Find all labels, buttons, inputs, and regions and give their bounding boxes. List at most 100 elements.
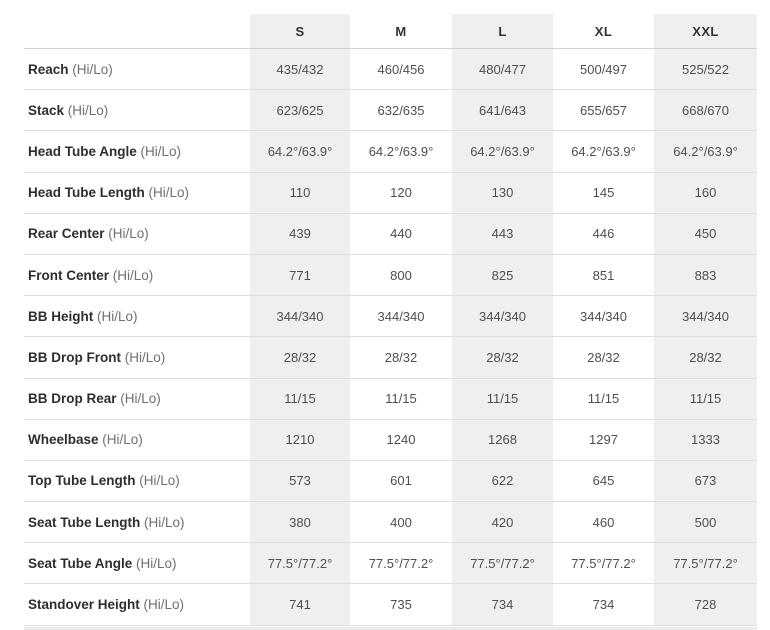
value-cell: 64.2°/63.9°	[350, 130, 452, 173]
value-cell: 130	[452, 172, 553, 214]
table-row: Rear Center (Hi/Lo) 439 440 443 446 450	[24, 213, 757, 255]
row-label: Stack (Hi/Lo)	[24, 89, 250, 132]
value-cell: 420	[452, 501, 553, 544]
value-cell: 771	[250, 254, 350, 297]
row-label-suffix: (Hi/Lo)	[148, 185, 190, 201]
row-label: BB Drop Rear (Hi/Lo)	[24, 378, 250, 420]
column-header-xl: XL	[553, 14, 654, 49]
value-cell: 380	[250, 501, 350, 544]
row-label-suffix: (Hi/Lo)	[112, 267, 154, 283]
value-cell: 800	[350, 254, 452, 297]
table-header-row: S M L XL XXL	[24, 14, 757, 49]
value-cell: 500/497	[553, 48, 654, 91]
value-cell: 622	[452, 460, 553, 503]
table-row: Reach (Hi/Lo) 435/432 460/456 480/477 500/49…	[24, 48, 757, 91]
value-cell: 673	[654, 460, 757, 503]
row-label: Seat Tube Angle (Hi/Lo)	[24, 542, 250, 585]
value-cell: 77.5°/77.2°	[350, 542, 452, 585]
table-body: Reach (Hi/Lo) 435/432 460/456 480/477 500/49…	[24, 48, 757, 626]
value-cell: 623/625	[250, 89, 350, 132]
row-label-suffix: (Hi/Lo)	[108, 226, 149, 242]
row-label: Rear Center (Hi/Lo)	[24, 213, 250, 255]
row-label: Front Center (Hi/Lo)	[24, 254, 250, 297]
row-label: Head Tube Length (Hi/Lo)	[24, 172, 250, 214]
value-cell: 11/15	[350, 378, 452, 420]
value-cell: 344/340	[452, 295, 553, 338]
value-cell: 446	[553, 213, 654, 255]
row-label-suffix: (Hi/Lo)	[136, 555, 177, 571]
value-cell: 11/15	[452, 378, 553, 420]
table-row: Stack (Hi/Lo) 623/625 632/635 641/643 655/65…	[24, 89, 757, 132]
row-label-suffix: (Hi/Lo)	[143, 597, 185, 613]
value-cell: 344/340	[553, 295, 654, 338]
row-label-text: Reach	[28, 61, 69, 77]
row-label-text: Rear Center	[28, 226, 105, 242]
table-row: BB Drop Front (Hi/Lo) 28/32 28/32 28/32 28/3…	[24, 336, 757, 379]
row-label: Seat Tube Length (Hi/Lo)	[24, 501, 250, 544]
value-cell: 734	[553, 583, 654, 626]
row-label: BB Drop Front (Hi/Lo)	[24, 336, 250, 379]
row-label-suffix: (Hi/Lo)	[102, 432, 143, 448]
value-cell: 64.2°/63.9°	[250, 130, 350, 173]
value-cell: 439	[250, 213, 350, 255]
value-cell: 77.5°/77.2°	[250, 542, 350, 585]
value-cell: 435/432	[250, 48, 350, 91]
row-label-suffix: (Hi/Lo)	[139, 473, 180, 489]
value-cell: 1268	[452, 419, 553, 461]
value-cell: 573	[250, 460, 350, 503]
row-label-suffix: (Hi/Lo)	[67, 102, 109, 118]
value-cell: 460/456	[350, 48, 452, 91]
value-cell: 110	[250, 172, 350, 214]
table-row: Head Tube Angle (Hi/Lo) 64.2°/63.9° 64.2°/…	[24, 130, 757, 173]
value-cell: 145	[553, 172, 654, 214]
value-cell: 11/15	[654, 378, 757, 420]
row-label-text: Stack	[28, 102, 65, 118]
column-header-xxl: XXL	[654, 14, 757, 49]
value-cell: 77.5°/77.2°	[452, 542, 553, 585]
value-cell: 28/32	[350, 336, 452, 379]
value-cell: 883	[654, 254, 757, 297]
value-cell: 120	[350, 172, 452, 214]
value-cell: 344/340	[250, 295, 350, 338]
row-label: Standover Height (Hi/Lo)	[24, 583, 250, 626]
value-cell: 64.2°/63.9°	[553, 130, 654, 173]
row-label-suffix: (Hi/Lo)	[140, 143, 182, 159]
value-cell: 64.2°/63.9°	[654, 130, 757, 173]
column-header-m: M	[350, 14, 452, 49]
value-cell: 460	[553, 501, 654, 544]
corner-cell	[24, 14, 250, 49]
value-cell: 28/32	[250, 336, 350, 379]
row-label-suffix: (Hi/Lo)	[97, 308, 138, 324]
row-label-suffix: (Hi/Lo)	[72, 61, 113, 77]
row-label: Wheelbase (Hi/Lo)	[24, 419, 250, 461]
row-label-text: Wheelbase	[28, 432, 99, 448]
row-label: Head Tube Angle (Hi/Lo)	[24, 130, 250, 173]
value-cell: 741	[250, 583, 350, 626]
value-cell: 525/522	[654, 48, 757, 91]
value-cell: 77.5°/77.2°	[553, 542, 654, 585]
row-label-text: Head Tube Length	[28, 185, 145, 201]
value-cell: 64.2°/63.9°	[452, 130, 553, 173]
value-cell: 851	[553, 254, 654, 297]
value-cell: 443	[452, 213, 553, 255]
value-cell: 734	[452, 583, 553, 626]
value-cell: 728	[654, 583, 757, 626]
value-cell: 1240	[350, 419, 452, 461]
row-label: Top Tube Length (Hi/Lo)	[24, 460, 250, 503]
value-cell: 735	[350, 583, 452, 626]
row-label-text: BB Height	[28, 308, 94, 324]
value-cell: 28/32	[654, 336, 757, 379]
value-cell: 480/477	[452, 48, 553, 91]
value-cell: 160	[654, 172, 757, 214]
value-cell: 641/643	[452, 89, 553, 132]
table-row: Top Tube Length (Hi/Lo) 573 601 622 645 673	[24, 460, 757, 503]
value-cell: 77.5°/77.2°	[654, 542, 757, 585]
value-cell: 500	[654, 501, 757, 544]
value-cell: 450	[654, 213, 757, 255]
row-label-text: Top Tube Length	[28, 473, 136, 489]
table-row: BB Drop Rear (Hi/Lo) 11/15 11/15 11/15 11/15…	[24, 378, 757, 420]
row-label-suffix: (Hi/Lo)	[120, 391, 161, 407]
table-header: S M L XL XXL	[24, 14, 757, 49]
row-label-text: Standover Height	[28, 597, 140, 613]
geometry-table: S M L XL XXL Reach (Hi/Lo) 435/432 460/456 480/…	[24, 14, 757, 626]
